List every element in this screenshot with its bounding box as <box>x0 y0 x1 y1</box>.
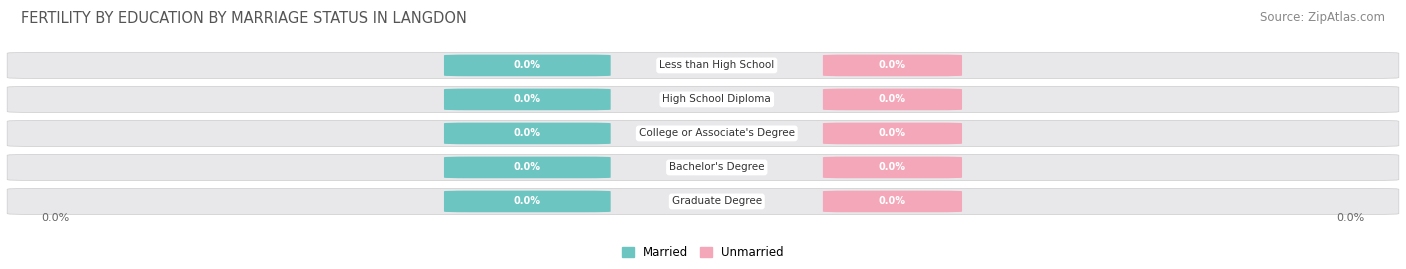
Text: Bachelor's Degree: Bachelor's Degree <box>669 162 765 172</box>
FancyBboxPatch shape <box>7 154 1399 180</box>
FancyBboxPatch shape <box>7 52 1399 79</box>
FancyBboxPatch shape <box>823 191 962 212</box>
Text: 0.0%: 0.0% <box>879 196 905 206</box>
Text: 0.0%: 0.0% <box>513 196 541 206</box>
Text: 0.0%: 0.0% <box>513 162 541 172</box>
Text: 0.0%: 0.0% <box>879 61 905 70</box>
Text: 0.0%: 0.0% <box>879 162 905 172</box>
FancyBboxPatch shape <box>823 123 962 144</box>
FancyBboxPatch shape <box>444 191 610 212</box>
FancyBboxPatch shape <box>444 123 610 144</box>
Text: 0.0%: 0.0% <box>879 128 905 139</box>
FancyBboxPatch shape <box>444 89 610 110</box>
Text: 0.0%: 0.0% <box>1336 213 1364 224</box>
FancyBboxPatch shape <box>823 157 962 178</box>
Text: Graduate Degree: Graduate Degree <box>672 196 762 206</box>
Text: 0.0%: 0.0% <box>879 94 905 104</box>
FancyBboxPatch shape <box>7 188 1399 215</box>
Legend: Married, Unmarried: Married, Unmarried <box>619 242 787 262</box>
Text: Less than High School: Less than High School <box>659 61 775 70</box>
Text: Source: ZipAtlas.com: Source: ZipAtlas.com <box>1260 11 1385 24</box>
Text: 0.0%: 0.0% <box>513 94 541 104</box>
FancyBboxPatch shape <box>823 89 962 110</box>
FancyBboxPatch shape <box>7 86 1399 112</box>
FancyBboxPatch shape <box>7 120 1399 147</box>
FancyBboxPatch shape <box>444 157 610 178</box>
Text: College or Associate's Degree: College or Associate's Degree <box>638 128 794 139</box>
Text: 0.0%: 0.0% <box>513 61 541 70</box>
Text: 0.0%: 0.0% <box>42 213 70 224</box>
FancyBboxPatch shape <box>444 55 610 76</box>
Text: High School Diploma: High School Diploma <box>662 94 770 104</box>
Text: 0.0%: 0.0% <box>513 128 541 139</box>
FancyBboxPatch shape <box>823 55 962 76</box>
Text: FERTILITY BY EDUCATION BY MARRIAGE STATUS IN LANGDON: FERTILITY BY EDUCATION BY MARRIAGE STATU… <box>21 11 467 26</box>
